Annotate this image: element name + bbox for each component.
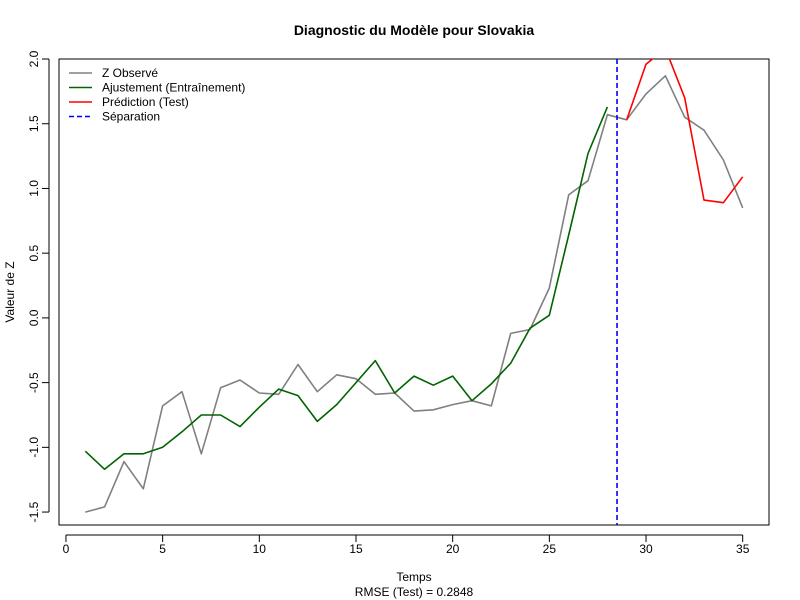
- prediction-line: [625, 59, 744, 204]
- x-tick-label: 0: [63, 542, 70, 556]
- x-tick-label: 35: [736, 542, 750, 556]
- legend: Z Observé Ajustement (Entraînement) Préd…: [69, 66, 245, 124]
- plot-frame: [58, 58, 770, 526]
- x-axis-label: Temps: [396, 570, 431, 584]
- x-tick-label: 20: [446, 542, 460, 556]
- y-tick-label: -1.5: [27, 501, 41, 522]
- rmse-subtitle: RMSE (Test) = 0.2848: [355, 585, 474, 599]
- y-tick-label: 0.0: [27, 309, 41, 326]
- y-axis: -1.5 -1.0 -0.5 0.0 0.5 1.0 1.5 2.0: [27, 50, 50, 522]
- legend-label-observed: Z Observé: [102, 66, 158, 80]
- y-tick-label: 1.0: [27, 180, 41, 197]
- y-tick-label: -0.5: [27, 372, 41, 393]
- x-tick-label: 10: [253, 542, 267, 556]
- fit-line: [84, 106, 609, 471]
- series-lines: [84, 59, 744, 525]
- x-tick-label: 25: [543, 542, 557, 556]
- legend-label-separation: Séparation: [102, 110, 160, 124]
- observed-line: [85, 75, 744, 513]
- y-tick-label: -1.0: [27, 437, 41, 458]
- y-tick-label: 0.5: [27, 245, 41, 262]
- x-tick-label: 15: [349, 542, 363, 556]
- x-tick-label: 30: [639, 542, 653, 556]
- legend-label-prediction: Prédiction (Test): [102, 95, 189, 109]
- y-tick-label: 1.5: [27, 115, 41, 132]
- legend-label-fit: Ajustement (Entraînement): [102, 81, 245, 95]
- chart-title: Diagnostic du Modèle pour Slovakia: [294, 22, 535, 38]
- x-axis: 0 5 10 15 20 25 30 35: [63, 534, 750, 556]
- y-tick-label: 2.0: [27, 50, 41, 67]
- x-tick-label: 5: [159, 542, 166, 556]
- y-axis-label: Valeur de Z: [3, 261, 17, 322]
